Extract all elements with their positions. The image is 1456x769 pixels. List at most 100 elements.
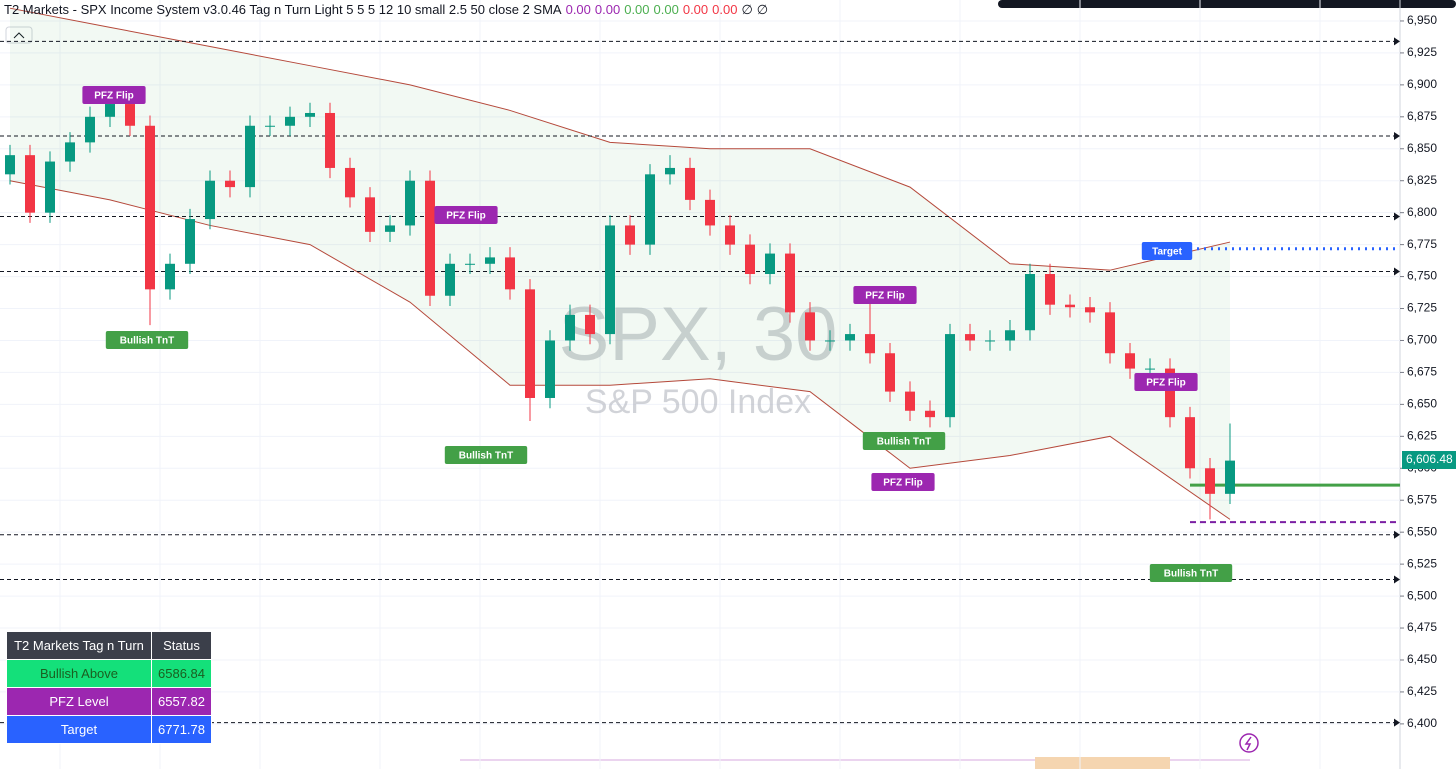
lower-pane-zone	[1035, 757, 1170, 769]
annotation-box	[444, 446, 528, 464]
candle-body	[525, 289, 535, 398]
price-tag	[1402, 450, 1456, 469]
y-tick-label: 6,950	[1407, 13, 1437, 27]
annotation: PFZ Flip	[446, 211, 485, 222]
candle-body	[405, 180, 415, 226]
y-tick-label: 6,925	[1407, 45, 1437, 59]
table-cell: PFZ Level	[6, 687, 152, 716]
annotation: PFZ Flip	[94, 91, 133, 102]
candle-body	[45, 161, 55, 213]
candle-body	[885, 353, 895, 392]
candle-body	[5, 155, 15, 175]
candle-body	[265, 125, 275, 127]
collapse-icon	[13, 32, 25, 39]
annotation: Target	[1152, 247, 1182, 258]
annotation: Bullish TnT	[120, 336, 174, 347]
y-tick-label: 6,775	[1407, 237, 1437, 251]
candle-body	[685, 167, 695, 200]
candle-body	[605, 225, 615, 335]
candle-body	[645, 174, 655, 245]
collapse-button[interactable]	[5, 26, 33, 44]
y-tick-label: 6,900	[1407, 77, 1437, 91]
annotation-box	[434, 206, 498, 224]
candle-body	[305, 112, 315, 117]
annotation-box	[1141, 242, 1193, 260]
y-tick-label: 6,575	[1407, 492, 1437, 506]
annotation: Bullish TnT	[459, 451, 513, 462]
legend-header: T2 Markets - SPX Income System v3.0.46 T…	[4, 2, 768, 18]
alert-icon[interactable]	[1239, 733, 1259, 753]
candle-body	[485, 257, 495, 264]
candle-body	[1085, 307, 1095, 313]
candle-body	[165, 263, 175, 290]
candle-body	[845, 334, 855, 341]
indicator-value: 0.00	[624, 2, 650, 17]
indicator-value: 0.00	[565, 2, 591, 17]
annotation: PFZ Flip	[865, 291, 904, 302]
y-tick-label: 6,725	[1407, 301, 1437, 315]
y-tick-label: 6,550	[1407, 524, 1437, 538]
candle-body	[1105, 312, 1115, 354]
candle-body	[85, 116, 95, 143]
y-tick-label: 6,800	[1407, 205, 1437, 219]
candle-body	[445, 263, 455, 296]
candle-body	[285, 116, 295, 126]
annotation: PFZ Flip	[1146, 378, 1185, 389]
candle-body	[1225, 460, 1235, 494]
candle-body	[985, 340, 995, 342]
band-upper	[9, 7, 1231, 271]
y-tick-label: 6,500	[1407, 588, 1437, 602]
candle-body	[945, 334, 955, 418]
y-tick-label: 6,625	[1407, 428, 1437, 442]
annotation-box	[871, 473, 935, 491]
candle-body	[825, 340, 835, 342]
candle-body	[905, 391, 915, 411]
candle-body	[465, 263, 475, 265]
candle-body	[25, 155, 35, 213]
watermark-subtitle: S&P 500 Index	[585, 383, 811, 421]
indicator-value: 0.00	[653, 2, 679, 17]
y-tick-label: 6,675	[1407, 365, 1437, 379]
annotation: Bullish TnT	[1164, 569, 1218, 580]
annotation-box	[853, 286, 917, 304]
candle-body	[1005, 330, 1015, 341]
candle-body	[105, 104, 115, 117]
candle-body	[1025, 274, 1035, 331]
candle-body	[705, 199, 715, 226]
candle-body	[765, 253, 775, 275]
candle-body	[245, 125, 255, 188]
y-tick-label: 6,475	[1407, 620, 1437, 634]
candle-body	[865, 334, 875, 354]
y-tick-label: 6,700	[1407, 333, 1437, 347]
price-tag-label: 6,606.48	[1406, 452, 1453, 466]
candle-body	[1205, 468, 1215, 494]
candle-body	[345, 167, 355, 198]
level-arrow	[1394, 131, 1400, 140]
table-header: Status	[151, 631, 212, 660]
level-arrow	[1394, 212, 1400, 221]
candle-body	[205, 180, 215, 220]
candle-body	[745, 244, 755, 275]
status-table: T2 Markets Tag n Turn Status Bullish Abo…	[6, 631, 212, 744]
y-tick-label: 6,450	[1407, 652, 1437, 666]
candle-body	[425, 180, 435, 296]
candle-body	[1145, 368, 1155, 370]
level-arrow	[1394, 575, 1400, 584]
alert-bolt	[1244, 736, 1252, 751]
candle-body	[505, 257, 515, 290]
candle-body	[145, 125, 155, 290]
candle-body	[65, 142, 75, 162]
y-tick-label: 6,400	[1407, 716, 1437, 730]
indicator-value: 0.00	[682, 2, 709, 17]
annotation-box	[105, 331, 189, 349]
indicator-value: 0.00	[594, 2, 621, 17]
candle-body	[125, 104, 135, 126]
indicator-value: ∅	[756, 2, 769, 17]
level-arrow	[1394, 37, 1400, 46]
table-cell: Bullish Above	[6, 659, 152, 688]
table-cell: 6557.82	[151, 687, 212, 716]
annotation-box	[1149, 564, 1233, 582]
candle-body	[185, 219, 195, 264]
